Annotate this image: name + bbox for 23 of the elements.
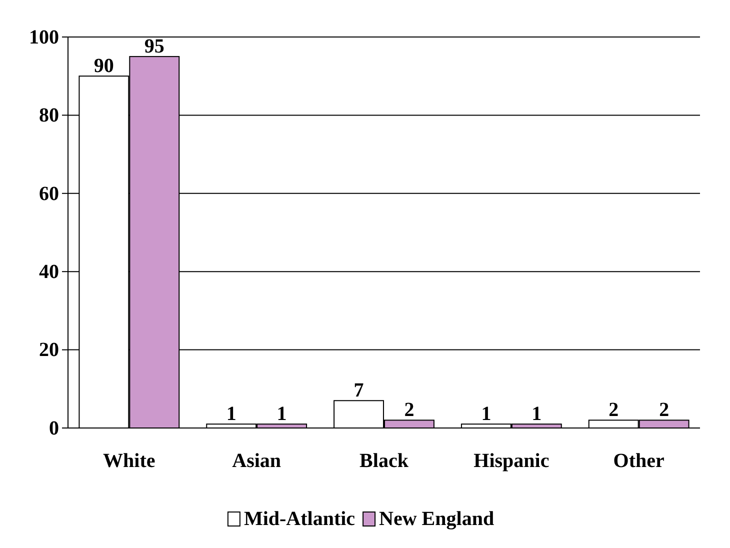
- y-tick-label: 80: [39, 104, 59, 127]
- data-label: 7: [354, 380, 364, 402]
- data-label: 2: [404, 399, 414, 422]
- y-tick-label: 40: [39, 261, 59, 283]
- x-tick-label: White: [103, 450, 156, 472]
- data-label: 1: [532, 403, 542, 426]
- data-label: 95: [144, 36, 164, 58]
- data-label: 2: [608, 399, 619, 422]
- data-label: 90: [94, 55, 114, 78]
- x-tick-label: Hispanic: [474, 450, 550, 472]
- x-tick-label: Black: [360, 450, 410, 472]
- y-tick-label: 0: [49, 417, 59, 440]
- x-tick-label: Other: [613, 450, 665, 472]
- data-label: 2: [659, 399, 670, 422]
- data-label: 1: [481, 403, 492, 426]
- legend-label: New England: [379, 508, 494, 530]
- y-tick-label: 20: [39, 339, 59, 362]
- data-label: 1: [276, 403, 287, 426]
- data-label: 1: [226, 403, 236, 426]
- legend-label: Mid-Atlantic: [244, 508, 356, 530]
- y-tick-label: 60: [39, 182, 59, 205]
- x-tick-label: Asian: [232, 450, 282, 472]
- y-tick-label: 100: [29, 26, 59, 48]
